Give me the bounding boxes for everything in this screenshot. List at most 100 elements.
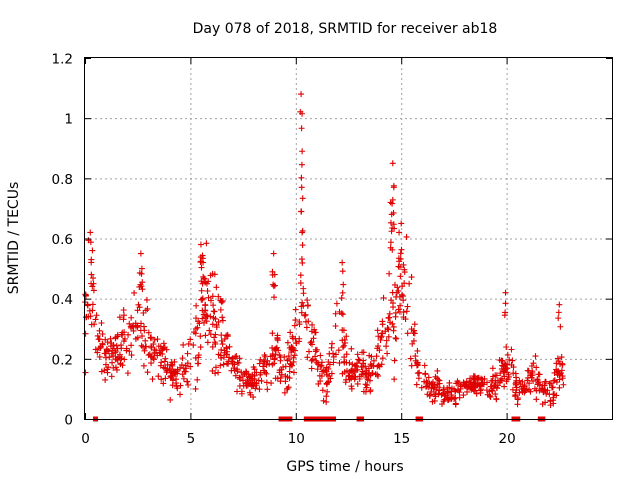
data-point	[197, 241, 204, 248]
data-point	[274, 334, 281, 341]
data-point	[550, 391, 557, 398]
data-point	[487, 393, 494, 400]
data-point	[491, 382, 498, 389]
data-point	[496, 379, 503, 386]
data-point	[116, 353, 123, 360]
y-tick-label: 0.2	[52, 352, 73, 368]
data-point	[198, 264, 205, 271]
data-point	[113, 342, 120, 349]
data-point	[296, 321, 303, 328]
data-point	[340, 281, 347, 288]
data-point	[217, 306, 224, 313]
data-point	[299, 110, 306, 117]
data-point	[223, 351, 230, 358]
data-point	[299, 242, 306, 249]
data-point	[261, 369, 268, 376]
data-point	[411, 321, 418, 328]
data-point	[383, 337, 390, 344]
data-point	[109, 359, 116, 366]
data-point	[446, 384, 453, 391]
data-point	[298, 125, 305, 132]
data-point	[281, 353, 288, 360]
data-point	[253, 382, 260, 389]
data-point	[298, 184, 305, 191]
data-point	[261, 352, 268, 359]
data-point	[139, 333, 146, 340]
data-point	[327, 375, 334, 382]
data-point	[502, 309, 509, 316]
data-point	[128, 314, 135, 321]
data-point	[399, 283, 406, 290]
data-point	[271, 294, 278, 301]
data-point	[493, 396, 500, 403]
data-point	[151, 346, 158, 353]
data-points	[82, 91, 567, 422]
data-point	[387, 219, 394, 226]
y-tick-label: 0.8	[52, 172, 73, 188]
data-point	[94, 332, 101, 339]
data-point	[325, 358, 332, 365]
data-point	[269, 330, 276, 337]
data-point	[336, 359, 343, 366]
x-axis-ticks: 0 5 10 15 20	[81, 58, 516, 447]
data-point	[553, 368, 560, 375]
data-point	[125, 331, 132, 338]
data-point	[425, 374, 432, 381]
data-point	[386, 314, 393, 321]
data-point	[513, 374, 520, 381]
data-point	[503, 378, 510, 385]
data-point	[370, 362, 377, 369]
data-point	[356, 357, 363, 364]
data-point	[387, 239, 394, 246]
data-point	[308, 341, 315, 348]
data-point	[345, 372, 352, 379]
data-point	[296, 335, 303, 342]
data-point	[386, 310, 393, 317]
data-point	[553, 392, 560, 399]
data-point	[98, 368, 105, 375]
data-point	[376, 347, 383, 354]
data-point	[316, 372, 323, 379]
data-point	[422, 370, 429, 377]
data-point	[103, 346, 110, 353]
data-point	[556, 384, 563, 391]
data-point	[90, 287, 97, 294]
data-point	[282, 363, 289, 370]
data-point	[391, 376, 398, 383]
data-point	[378, 361, 385, 368]
data-point	[343, 367, 350, 374]
data-point	[457, 385, 464, 392]
data-point	[530, 378, 537, 385]
data-point	[123, 345, 130, 352]
data-point	[359, 349, 366, 356]
data-point	[87, 313, 94, 320]
data-point	[535, 371, 542, 378]
data-point	[96, 345, 103, 352]
data-point	[385, 326, 392, 333]
data-point	[139, 286, 146, 293]
data-point	[150, 356, 157, 363]
data-point	[293, 340, 300, 347]
data-point	[98, 320, 105, 327]
data-point	[248, 383, 255, 390]
data-point	[438, 391, 445, 398]
data-point	[354, 380, 361, 387]
data-point	[167, 396, 174, 403]
data-point	[299, 229, 306, 236]
data-point	[348, 345, 355, 352]
data-point	[277, 357, 284, 364]
data-point	[209, 367, 216, 374]
data-point	[377, 336, 384, 343]
data-point	[88, 271, 95, 278]
data-point	[283, 385, 290, 392]
data-point	[395, 287, 402, 294]
data-point	[124, 370, 131, 377]
data-point	[539, 401, 546, 408]
data-point	[414, 360, 421, 367]
data-point	[134, 322, 141, 329]
data-point	[198, 296, 205, 303]
data-point	[139, 279, 146, 286]
x-tick-label: 5	[187, 431, 196, 447]
data-point	[217, 362, 224, 369]
